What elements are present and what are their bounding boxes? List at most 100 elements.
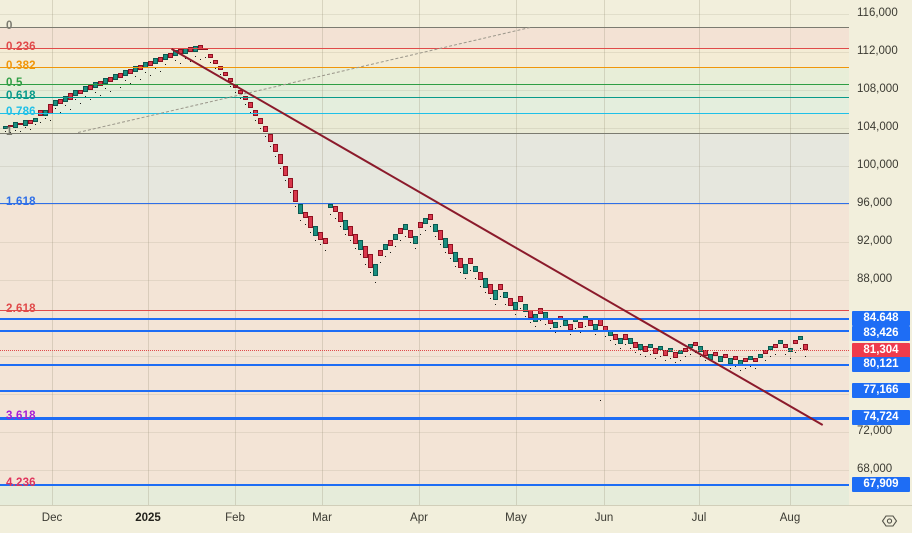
candle-body — [503, 292, 508, 298]
price-chart-plot[interactable]: 0 0.236 0.382 0.5 0.618 0.786 1 1.618 2.618 3.618… — [0, 0, 849, 505]
candle-body — [223, 72, 228, 76]
candle-wick — [140, 79, 141, 80]
price-badge-81304[interactable]: 81,304 — [852, 343, 910, 358]
price-badge-83426[interactable]: 83,426 — [852, 326, 910, 341]
fib-line-1-618[interactable] — [0, 203, 849, 204]
candle-wick — [230, 86, 231, 87]
candle-body — [98, 81, 103, 86]
candle-body — [718, 356, 723, 362]
fib-line-0[interactable] — [0, 27, 849, 28]
candle-wick — [635, 352, 636, 353]
fib-label-0: 0 — [6, 20, 13, 32]
candle-wick — [770, 356, 771, 357]
candle-wick — [545, 324, 546, 325]
time-axis[interactable]: Dec 2025 Feb Mar Apr May Jun Jul Aug — [0, 505, 912, 533]
fib-line-0-786[interactable] — [0, 113, 849, 114]
candle-wick — [45, 118, 46, 119]
candle-body — [353, 234, 358, 244]
candle-body — [243, 96, 248, 100]
target-hexagon-icon[interactable] — [880, 513, 902, 529]
resistance-84648[interactable] — [0, 318, 849, 320]
support-80121[interactable] — [0, 364, 849, 366]
candle-body — [438, 230, 443, 240]
candle-wick — [55, 108, 56, 109]
candle-wick — [15, 130, 16, 131]
candle-body — [293, 190, 298, 202]
price-badge-74724[interactable]: 74,724 — [852, 410, 910, 425]
candle-wick — [735, 366, 736, 367]
candle-body — [33, 118, 38, 122]
candle-wick — [625, 344, 626, 345]
candle-wick — [155, 68, 156, 69]
candle-wick — [435, 236, 436, 237]
price-badge-84648[interactable]: 84.648 — [852, 311, 910, 326]
support-77166[interactable] — [0, 390, 849, 392]
candle-wick — [270, 146, 271, 147]
candle-body — [513, 302, 518, 310]
candle-body — [108, 77, 113, 82]
candle-wick — [135, 76, 136, 77]
candle-body — [713, 352, 718, 356]
candle-wick — [690, 354, 691, 355]
vertical-gridline-1 — [148, 0, 149, 505]
candle-wick — [360, 254, 361, 255]
candle-wick — [245, 104, 246, 105]
candle-wick — [130, 83, 131, 84]
candle-wick — [210, 62, 211, 63]
current-price-81304[interactable] — [0, 350, 849, 351]
candle-wick — [400, 240, 401, 241]
fib-line-2-618[interactable] — [0, 310, 849, 311]
fib-label-0-382: 0.382 — [6, 60, 36, 72]
candle-wick — [460, 272, 461, 273]
candle-wick — [640, 354, 641, 355]
fib-line-0-382[interactable] — [0, 67, 849, 68]
candle-wick — [380, 262, 381, 263]
candle-body — [378, 250, 383, 256]
fib-line-0-5[interactable] — [0, 84, 849, 85]
support-74724[interactable] — [0, 417, 849, 420]
candle-body — [103, 78, 108, 84]
candle-body — [688, 344, 693, 348]
horizontal-gridline-1 — [0, 52, 849, 53]
candle-wick — [775, 354, 776, 355]
candle-body — [623, 334, 628, 340]
price-badge-67909[interactable]: 67,909 — [852, 477, 910, 492]
candle-body — [693, 342, 698, 346]
candle-body — [398, 228, 403, 234]
candle-body — [433, 224, 438, 232]
candle-wick — [685, 356, 686, 357]
fib-line-0-618[interactable] — [0, 97, 849, 98]
vertical-gridline-4 — [419, 0, 420, 505]
candle-body — [773, 344, 778, 348]
candle-wick — [305, 224, 306, 225]
candle-wick — [315, 240, 316, 241]
resistance-83426[interactable] — [0, 330, 849, 332]
candle-wick — [535, 326, 536, 327]
vertical-gridline-2 — [235, 0, 236, 505]
support-67909[interactable] — [0, 484, 849, 486]
time-tick-Jul: Jul — [691, 512, 707, 524]
candle-wick — [410, 242, 411, 243]
candle-body — [508, 298, 513, 306]
fib-line-0-236[interactable] — [0, 48, 849, 49]
candle-body — [383, 244, 388, 250]
candle-body — [448, 244, 453, 254]
candle-body — [53, 100, 58, 106]
candle-wick — [345, 234, 346, 235]
candle-wick — [375, 282, 376, 283]
candle-wick — [730, 368, 731, 369]
candle-body — [428, 214, 433, 220]
candle-wick — [675, 362, 676, 363]
price-badge-80121[interactable]: 80,121 — [852, 357, 910, 372]
candle-body — [493, 290, 498, 300]
price-tick-label: 92,000 — [857, 235, 893, 247]
candle-body — [13, 122, 18, 128]
price-badge-77166[interactable]: 77,166 — [852, 383, 910, 398]
fib-label-0-618: 0.618 — [6, 90, 36, 102]
fib-line-1[interactable] — [0, 133, 849, 134]
horizontal-gridline-6 — [0, 242, 849, 243]
price-axis[interactable]: 116,000 112,000 108,000 104,000 100,000 96,00… — [849, 0, 912, 505]
candle-body — [283, 166, 288, 176]
candle-body — [188, 47, 193, 52]
candle-body — [698, 346, 703, 352]
